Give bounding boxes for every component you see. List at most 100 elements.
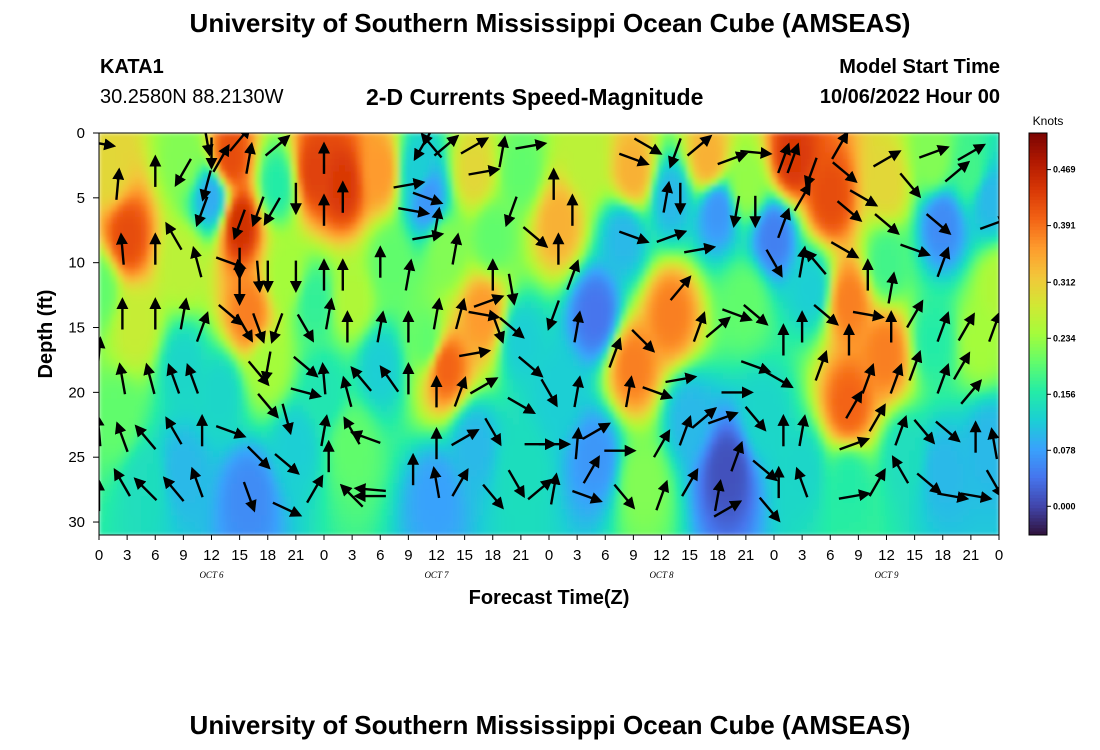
heatmap-cell: [129, 418, 136, 426]
heatmap-cell: [387, 385, 394, 393]
heatmap-cell: [399, 379, 406, 387]
heatmap-cell: [201, 515, 208, 523]
heatmap-cell: [279, 256, 286, 264]
heatmap-cell: [207, 288, 214, 296]
heatmap-cell: [429, 204, 436, 212]
heatmap-cell: [525, 444, 532, 452]
heatmap-cell: [129, 152, 136, 160]
heatmap-cell: [399, 450, 406, 458]
heatmap-cell: [195, 340, 202, 348]
heatmap-cell: [225, 295, 232, 303]
heatmap-cell: [345, 476, 352, 484]
heatmap-cell: [219, 165, 226, 173]
heatmap-cell: [369, 444, 376, 452]
heatmap-cell: [471, 424, 478, 432]
heatmap-cell: [123, 502, 130, 510]
heatmap-cell: [405, 470, 412, 478]
heatmap-cell: [141, 398, 148, 406]
heatmap-cell: [417, 184, 424, 192]
heatmap-cell: [117, 392, 124, 400]
heatmap-cell: [555, 502, 562, 510]
heatmap-cell: [285, 437, 292, 445]
heatmap-cell: [249, 366, 256, 374]
heatmap-cell: [237, 340, 244, 348]
heatmap-cell: [417, 243, 424, 251]
heatmap-cell: [129, 334, 136, 342]
heatmap-cell: [309, 431, 316, 439]
heatmap-cell: [237, 457, 244, 465]
heatmap-cell: [393, 515, 400, 523]
heatmap-cell: [231, 483, 238, 491]
heatmap-cell: [201, 379, 208, 387]
heatmap-cell: [111, 444, 118, 452]
heatmap-cell: [459, 502, 466, 510]
heatmap-cell: [543, 353, 550, 361]
heatmap-cell: [357, 197, 364, 205]
heatmap-cell: [555, 171, 562, 179]
heatmap-cell: [357, 191, 364, 199]
heatmap-cell: [177, 346, 184, 355]
heatmap-cell: [447, 295, 454, 303]
heatmap-cell: [183, 262, 190, 270]
heatmap-cell: [285, 223, 292, 231]
heatmap-cell: [357, 528, 364, 535]
heatmap-cell: [243, 197, 250, 205]
heatmap-cell: [189, 210, 196, 218]
heatmap-cell: [483, 489, 490, 497]
heatmap-cell: [279, 178, 286, 186]
heatmap-cell: [327, 178, 334, 186]
heatmap-cell: [129, 236, 136, 244]
heatmap-cell: [213, 321, 220, 329]
heatmap-cell: [543, 327, 550, 335]
heatmap-cell: [117, 340, 124, 348]
heatmap-cell: [339, 418, 346, 426]
heatmap-cell: [405, 489, 412, 497]
heatmap-cell: [375, 359, 382, 368]
heatmap-cell: [207, 496, 214, 504]
heatmap-cell: [513, 353, 520, 361]
heatmap-cell: [141, 197, 148, 205]
heatmap-cell: [387, 444, 394, 452]
heatmap-cell: [369, 295, 376, 303]
heatmap-cell: [285, 184, 292, 192]
heatmap-cell: [321, 133, 328, 141]
heatmap-cell: [441, 392, 448, 400]
heatmap-cell: [399, 256, 406, 264]
heatmap-cell: [567, 152, 574, 160]
heatmap-cell: [399, 217, 406, 225]
heatmap-cell: [159, 139, 166, 147]
heatmap-cell: [555, 346, 562, 355]
heatmap-cell: [291, 171, 298, 179]
heatmap-cell: [195, 230, 202, 238]
heatmap-cell: [483, 295, 490, 303]
heatmap-cell: [399, 269, 406, 277]
heatmap-cell: [225, 165, 232, 173]
heatmap-cell: [297, 133, 304, 141]
heatmap-cell: [471, 496, 478, 504]
heatmap-cell: [531, 288, 538, 296]
heatmap-cell: [387, 522, 394, 530]
heatmap-cell: [165, 528, 172, 535]
heatmap-cell: [273, 359, 280, 368]
heatmap-cell: [249, 256, 256, 264]
heatmap-cell: [159, 262, 166, 270]
heatmap-cell: [135, 522, 142, 530]
heatmap-cell: [411, 197, 418, 205]
heatmap-cell: [375, 476, 382, 484]
heatmap-cell: [435, 308, 442, 316]
heatmap-cell: [147, 353, 154, 361]
heatmap-cell: [147, 243, 154, 251]
heatmap-cell: [249, 450, 256, 458]
heatmap-cell: [573, 249, 580, 257]
heatmap-cell: [393, 483, 400, 491]
heatmap-cell: [399, 145, 406, 154]
heatmap-cell: [411, 184, 418, 192]
heatmap-cell: [405, 340, 412, 348]
heatmap-cell: [417, 515, 424, 523]
heatmap-cell: [381, 282, 388, 290]
heatmap-cell: [489, 353, 496, 361]
heatmap-cell: [405, 398, 412, 406]
heatmap-cell: [231, 184, 238, 192]
heatmap-cell: [171, 372, 178, 380]
heatmap-cell: [255, 366, 262, 374]
